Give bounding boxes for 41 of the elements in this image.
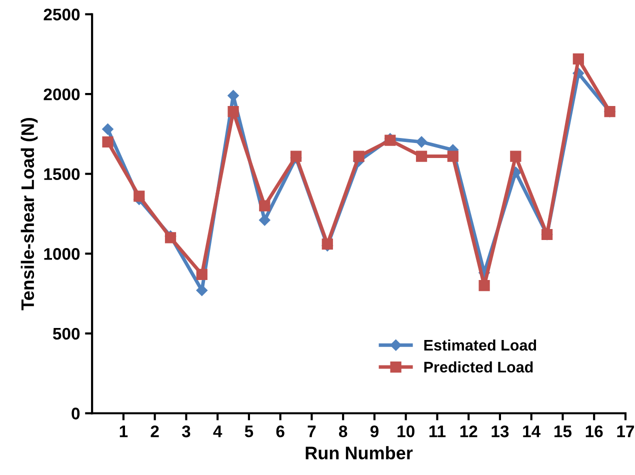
y-tick-label: 2500: [44, 8, 80, 20]
point: [447, 150, 458, 162]
x-tick-label: 16: [586, 425, 603, 438]
x-tick-label: 7: [308, 426, 316, 438]
point: [228, 106, 239, 118]
y-axis-title: Tensile-shear Load (N): [20, 118, 38, 310]
point: [259, 214, 270, 226]
point: [353, 150, 364, 162]
x-tick-label: 3: [182, 425, 190, 438]
point: [134, 190, 145, 202]
y-tick-label: 2000: [44, 88, 80, 100]
point: [259, 200, 270, 212]
x-tick-label: 4: [213, 426, 222, 438]
x-tick-label: 6: [276, 425, 284, 438]
x-tick-label: 12: [460, 425, 478, 438]
point: [572, 53, 584, 64]
x-tick-label: 9: [370, 425, 378, 438]
point: [102, 136, 114, 148]
x-tick-label: 13: [492, 425, 509, 438]
x-axis-title: Run Number: [306, 446, 413, 460]
y-tick-label: 500: [52, 328, 80, 340]
point: [510, 150, 522, 162]
x-tick-label: 10: [398, 425, 414, 438]
point: [416, 136, 428, 148]
legend-label: Predicted Load: [424, 361, 533, 373]
x-tick-label: 5: [244, 426, 254, 438]
point: [102, 124, 114, 135]
x-tick-label: 17: [617, 426, 634, 438]
y-tick-label: 1500: [44, 168, 80, 180]
legend-label: Estimated Load: [424, 339, 536, 351]
point: [478, 280, 490, 292]
x-tick-label: 1: [120, 426, 128, 438]
y-tick-label: 0: [72, 408, 80, 420]
x-tick-label: 8: [338, 425, 348, 438]
point: [196, 268, 208, 280]
y-tick-label: 1000: [44, 248, 80, 260]
point: [416, 150, 428, 162]
x-tick-label: 11: [429, 426, 446, 438]
x-tick-label: 15: [554, 426, 572, 438]
x-tick-label: 14: [523, 426, 541, 438]
x-tick-label: 2: [150, 425, 159, 438]
